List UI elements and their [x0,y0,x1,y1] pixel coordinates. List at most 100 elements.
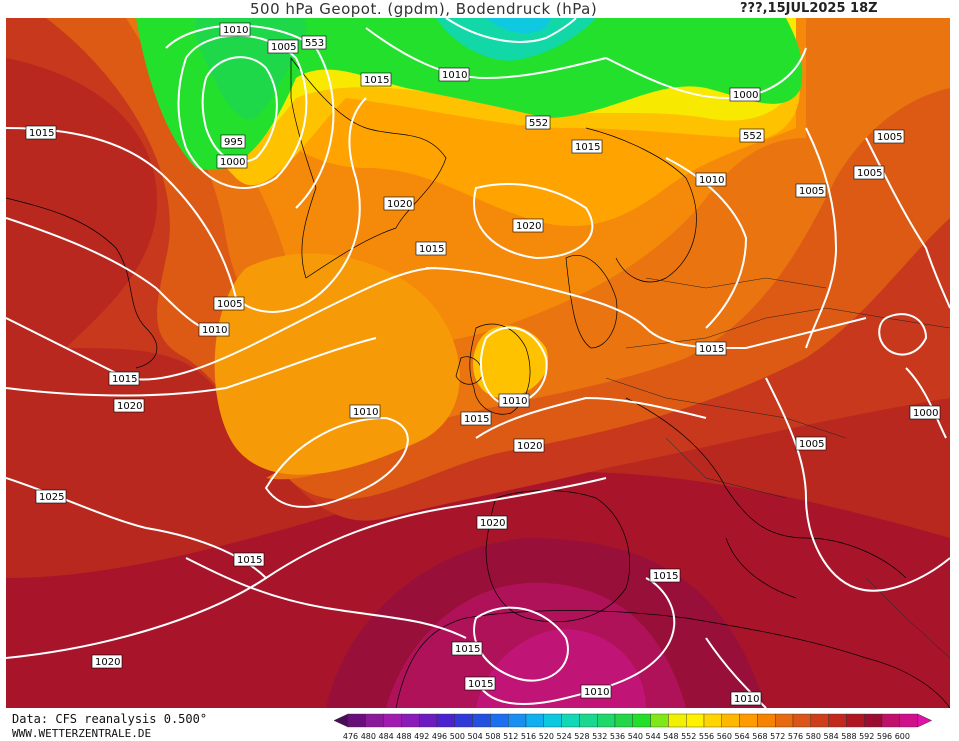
website-credit: WWW.WETTERZENTRALE.DE [12,727,152,740]
legend-swatch [507,713,527,728]
svg-text:1015: 1015 [455,644,480,655]
legend-tick-label: 564 [734,732,749,741]
isobar-label: 1005 [213,296,245,311]
legend-tick-label: 484 [378,732,393,741]
isobar-label: 1020 [513,438,545,453]
isobar-label: 1005 [853,165,885,180]
field-band-532 [486,18,551,34]
isobar-label: 1010 [198,322,230,337]
svg-text:1010: 1010 [353,407,378,418]
legend-tick-label: 544 [645,732,660,741]
isobar-label: 1020 [476,515,508,530]
isobar-labels: 1010 1005 553 1015 1010 995 1000 1015 10… [25,22,941,706]
svg-text:1020: 1020 [387,199,412,210]
isobar-label: 1015 [360,72,392,87]
legend-swatch [650,713,669,728]
legend-arrow-high [917,713,933,728]
legend-swatch [721,713,740,728]
isobar-label: 1015 [460,411,492,426]
legend-tick-label: 528 [574,732,589,741]
isobar-label: 995 [220,134,246,149]
legend-swatch [881,713,900,728]
svg-text:1005: 1005 [217,299,242,310]
legend-swatch [614,713,633,728]
legend-tick-label: 548 [663,732,678,741]
svg-text:1015: 1015 [29,128,54,139]
svg-text:1010: 1010 [202,325,227,336]
svg-text:1015: 1015 [468,679,493,690]
data-source-credit: Data: CFS reanalysis 0.500° [12,712,208,726]
legend-tick-label: 536 [610,732,625,741]
svg-text:1005: 1005 [799,186,824,197]
field-band-548 [136,18,803,170]
legend-swatch [579,713,598,728]
legend-tick-label: 560 [717,732,732,741]
legend-tick-label: 580 [806,732,821,741]
legend-swatch [472,713,491,728]
legend-swatch [810,713,829,728]
svg-text:1010: 1010 [699,175,724,186]
legend-swatch [703,713,722,728]
svg-text:1010: 1010 [584,687,609,698]
legend-swatch [490,713,509,728]
svg-text:1010: 1010 [442,70,467,81]
isobar-label: 1005 [795,436,827,451]
isobar-label: 1005 [795,183,827,198]
isobar-label: 1025 [35,489,67,504]
legend-tick-label: 516 [521,732,536,741]
isobar-label: 1020 [113,398,145,413]
color-scale-legend: 476 480 484 488 492 496 500 504 508 512 516 520 524 5… [334,713,933,741]
coastlines [6,56,950,708]
legend-swatch [436,713,455,728]
svg-text:1005: 1005 [857,168,882,179]
legend-tick-label: 576 [788,732,803,741]
legend-tick-label: 556 [699,732,714,741]
svg-text:1025: 1025 [39,492,64,503]
legend-tick-label: 600 [895,732,910,741]
legend-tick-label: 500 [450,732,465,741]
legend-tick-label: 540 [628,732,643,741]
isobar-label: 1020 [91,654,123,669]
legend-swatch [383,713,402,728]
legend-swatch [543,713,562,728]
isobar-label: 1010 [349,404,381,419]
legend-arrow-low [334,713,349,728]
isobar-label: 1010 [695,172,727,187]
map-canvas: 1010 1005 553 1015 1010 995 1000 1015 10… [6,18,950,708]
isobar-label: 1010 [498,393,530,408]
svg-text:1015: 1015 [112,374,137,385]
legend-tick-label: 588 [841,732,856,741]
svg-text:552: 552 [529,118,548,129]
isobar-label: 1020 [383,196,415,211]
legend-tick-label: 508 [485,732,500,741]
legend-swatch [828,713,847,728]
svg-text:1000: 1000 [913,408,938,419]
legend-swatch [846,713,865,728]
svg-text:1000: 1000 [220,157,245,168]
isobar-label: 1010 [219,22,251,37]
isobar-label: 1020 [512,218,544,233]
svg-text:1015: 1015 [464,414,489,425]
legend-swatch [597,713,616,728]
legend-swatch [347,713,366,728]
svg-text:1015: 1015 [419,244,444,255]
svg-text:1020: 1020 [117,401,142,412]
title-bar: 500 hPa Geopot. (gpdm), Bodendruck (hPa)… [0,0,959,18]
svg-text:1015: 1015 [575,142,600,153]
legend-tick-label: 524 [556,732,571,741]
legend-tick-label: 592 [859,732,874,741]
svg-text:1005: 1005 [271,42,296,53]
field-band-564-atl [214,253,460,475]
map-datetime: ???,15JUL2025 18Z [740,1,878,16]
svg-text:1010: 1010 [223,25,248,36]
isobar-label: 552 [525,115,551,130]
isobar-label: 1000 [729,87,761,102]
svg-text:1005: 1005 [877,132,902,143]
legend-swatch [632,713,651,728]
map-title: 500 hPa Geopot. (gpdm), Bodendruck (hPa) [250,0,598,18]
isobar-label: 553 [301,35,327,50]
isobar-label: 1015 [571,139,603,154]
legend-swatch [365,713,384,728]
legend-tick-label: 512 [503,732,518,741]
legend-tick-label: 572 [770,732,785,741]
